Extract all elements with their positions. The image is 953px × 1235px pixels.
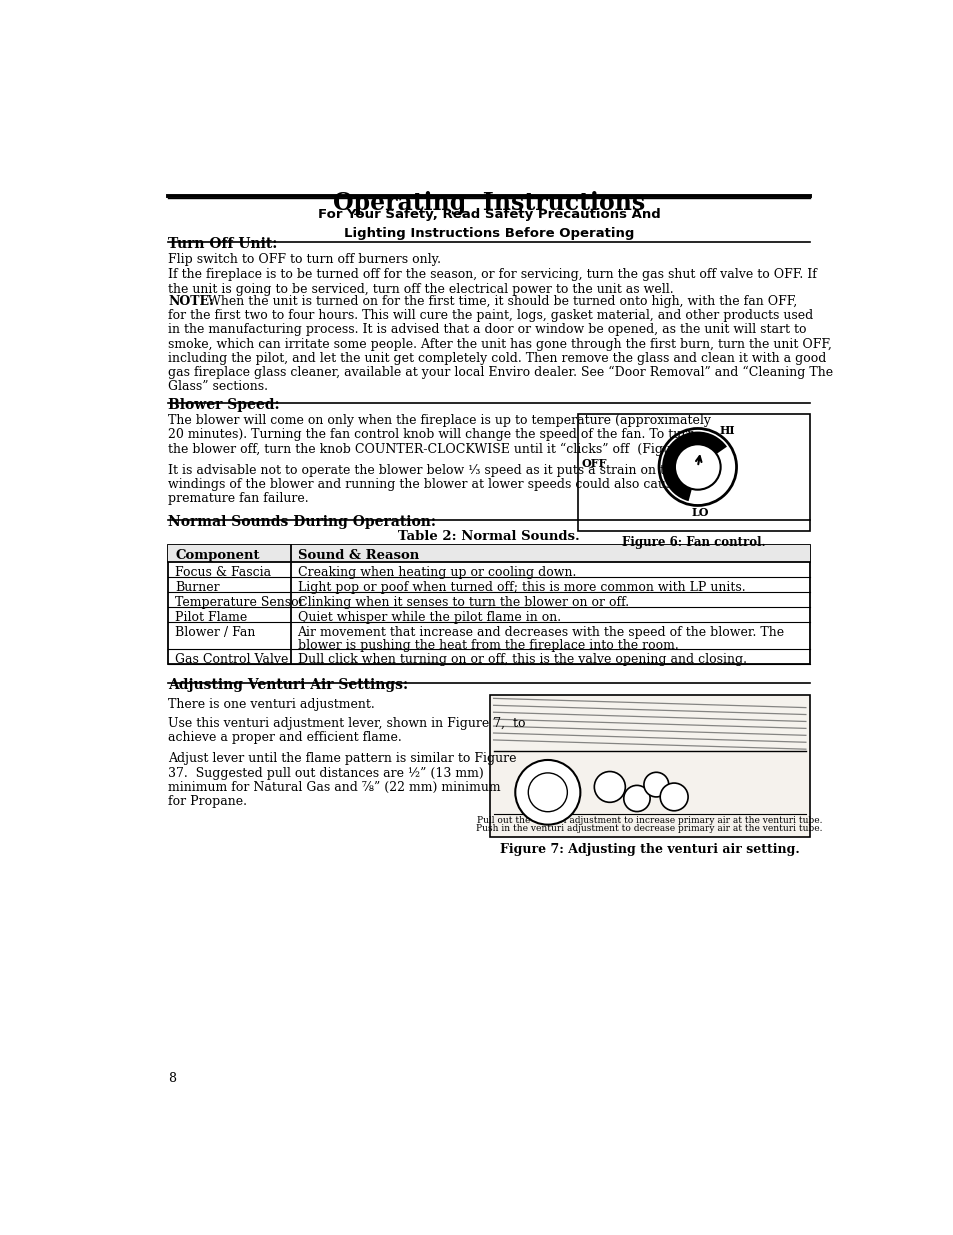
Text: If the fireplace is to be turned off for the season, or for servicing, turn the : If the fireplace is to be turned off for… <box>168 268 816 296</box>
Text: Temperature Sensor: Temperature Sensor <box>174 597 304 609</box>
Text: 8: 8 <box>168 1072 176 1086</box>
Text: HI: HI <box>719 425 735 436</box>
Text: in the manufacturing process. It is advised that a door or window be opened, as : in the manufacturing process. It is advi… <box>168 324 805 336</box>
Text: Figure 7: Adjusting the venturi air setting.: Figure 7: Adjusting the venturi air sett… <box>499 844 799 856</box>
Circle shape <box>674 445 720 490</box>
Circle shape <box>659 783 687 811</box>
Text: Burner: Burner <box>174 580 219 594</box>
Text: Light pop or poof when turned off; this is more common with LP units.: Light pop or poof when turned off; this … <box>297 580 744 594</box>
Text: achieve a proper and efficient flame.: achieve a proper and efficient flame. <box>168 731 401 745</box>
Text: Operating  Instructions: Operating Instructions <box>333 190 644 215</box>
Text: Use this venturi adjustment lever, shown in Figure 7,  to: Use this venturi adjustment lever, shown… <box>168 716 525 730</box>
Bar <box>489 694 809 837</box>
Text: for the first two to four hours. This will cure the paint, logs, gasket material: for the first two to four hours. This wi… <box>168 309 813 322</box>
Text: blower is pushing the heat from the fireplace into the room.: blower is pushing the heat from the fire… <box>297 638 678 652</box>
Text: Normal Sounds During Operation:: Normal Sounds During Operation: <box>168 515 436 530</box>
Text: NOTE:: NOTE: <box>168 295 213 308</box>
Text: Table 2: Normal Sounds.: Table 2: Normal Sounds. <box>397 530 579 543</box>
Text: Blower Speed:: Blower Speed: <box>168 399 279 412</box>
Text: smoke, which can irritate some people. After the unit has gone through the first: smoke, which can irritate some people. A… <box>168 337 831 351</box>
Text: Glass” sections.: Glass” sections. <box>168 380 268 394</box>
Text: Turn Off Unit:: Turn Off Unit: <box>168 237 277 251</box>
Text: 20 minutes). Turning the fan control knob will change the speed of the fan. To t: 20 minutes). Turning the fan control kno… <box>168 429 695 441</box>
Text: including the pilot, and let the unit get completely cold. Then remove the glass: including the pilot, and let the unit ge… <box>168 352 825 364</box>
Text: Creaking when heating up or cooling down.: Creaking when heating up or cooling down… <box>297 566 576 579</box>
Text: for Propane.: for Propane. <box>168 795 247 808</box>
Text: Focus & Fascia: Focus & Fascia <box>174 566 271 579</box>
Circle shape <box>643 772 668 797</box>
Text: Dull click when turning on or off, this is the valve opening and closing.: Dull click when turning on or off, this … <box>297 652 745 666</box>
Text: Adjusting Venturi Air Settings:: Adjusting Venturi Air Settings: <box>168 678 408 693</box>
Text: Pilot Flame: Pilot Flame <box>174 611 247 624</box>
Text: Clinking when it senses to turn the blower on or off.: Clinking when it senses to turn the blow… <box>297 597 628 609</box>
Bar <box>578 414 809 531</box>
Text: windings of the blower and running the blower at lower speeds could also cause: windings of the blower and running the b… <box>168 478 679 490</box>
Circle shape <box>668 473 675 479</box>
Circle shape <box>623 785 649 811</box>
Text: The blower will come on only when the fireplace is up to temperature (approximat: The blower will come on only when the fi… <box>168 414 710 427</box>
Text: premature fan failure.: premature fan failure. <box>168 492 309 505</box>
Text: Blower / Fan: Blower / Fan <box>174 626 255 638</box>
Text: Figure 6: Fan control.: Figure 6: Fan control. <box>621 536 765 548</box>
Bar <box>168 545 809 562</box>
Text: Pull out the venturi adjustment to increase primary air at the venturi tube.: Pull out the venturi adjustment to incre… <box>476 816 821 825</box>
Text: Adjust lever until the flame pattern is similar to Figure: Adjust lever until the flame pattern is … <box>168 752 516 766</box>
Text: Sound & Reason: Sound & Reason <box>297 548 418 562</box>
Text: LO: LO <box>691 506 708 517</box>
Text: For Your Safety, Read Safety Precautions And
Lighting Instructions Before Operat: For Your Safety, Read Safety Precautions… <box>317 207 659 240</box>
Text: 37.  Suggested pull out distances are ½” (13 mm): 37. Suggested pull out distances are ½” … <box>168 767 483 779</box>
Text: There is one venturi adjustment.: There is one venturi adjustment. <box>168 698 375 711</box>
Bar <box>168 545 809 663</box>
Text: Quiet whisper while the pilot flame in on.: Quiet whisper while the pilot flame in o… <box>297 611 560 624</box>
Text: Push in the venturi adjustment to decrease primary air at the venturi tube.: Push in the venturi adjustment to decrea… <box>476 824 822 834</box>
Text: OFF: OFF <box>580 458 606 468</box>
Wedge shape <box>661 431 726 501</box>
Text: When the unit is turned on for the first time, it should be turned onto high, wi: When the unit is turned on for the first… <box>204 295 797 308</box>
Text: It is advisable not to operate the blower below ¹⁄₃ speed as it puts a strain on: It is advisable not to operate the blowe… <box>168 463 679 477</box>
Text: Component: Component <box>174 548 259 562</box>
Circle shape <box>594 772 624 803</box>
Text: gas fireplace glass cleaner, available at your local Enviro dealer. See “Door Re: gas fireplace glass cleaner, available a… <box>168 366 832 379</box>
Text: minimum for Natural Gas and ⅞” (22 mm) minimum: minimum for Natural Gas and ⅞” (22 mm) m… <box>168 781 500 794</box>
Text: Gas Control Valve: Gas Control Valve <box>174 652 288 666</box>
Text: Air movement that increase and decreases with the speed of the blower. The: Air movement that increase and decreases… <box>297 626 783 638</box>
Text: the blower off, turn the knob COUNTER-CLOCKWISE until it “clicks” off  (Figure 6: the blower off, turn the knob COUNTER-CL… <box>168 442 704 456</box>
Circle shape <box>515 760 579 825</box>
Text: Flip switch to OFF to turn off burners only.: Flip switch to OFF to turn off burners o… <box>168 252 440 266</box>
